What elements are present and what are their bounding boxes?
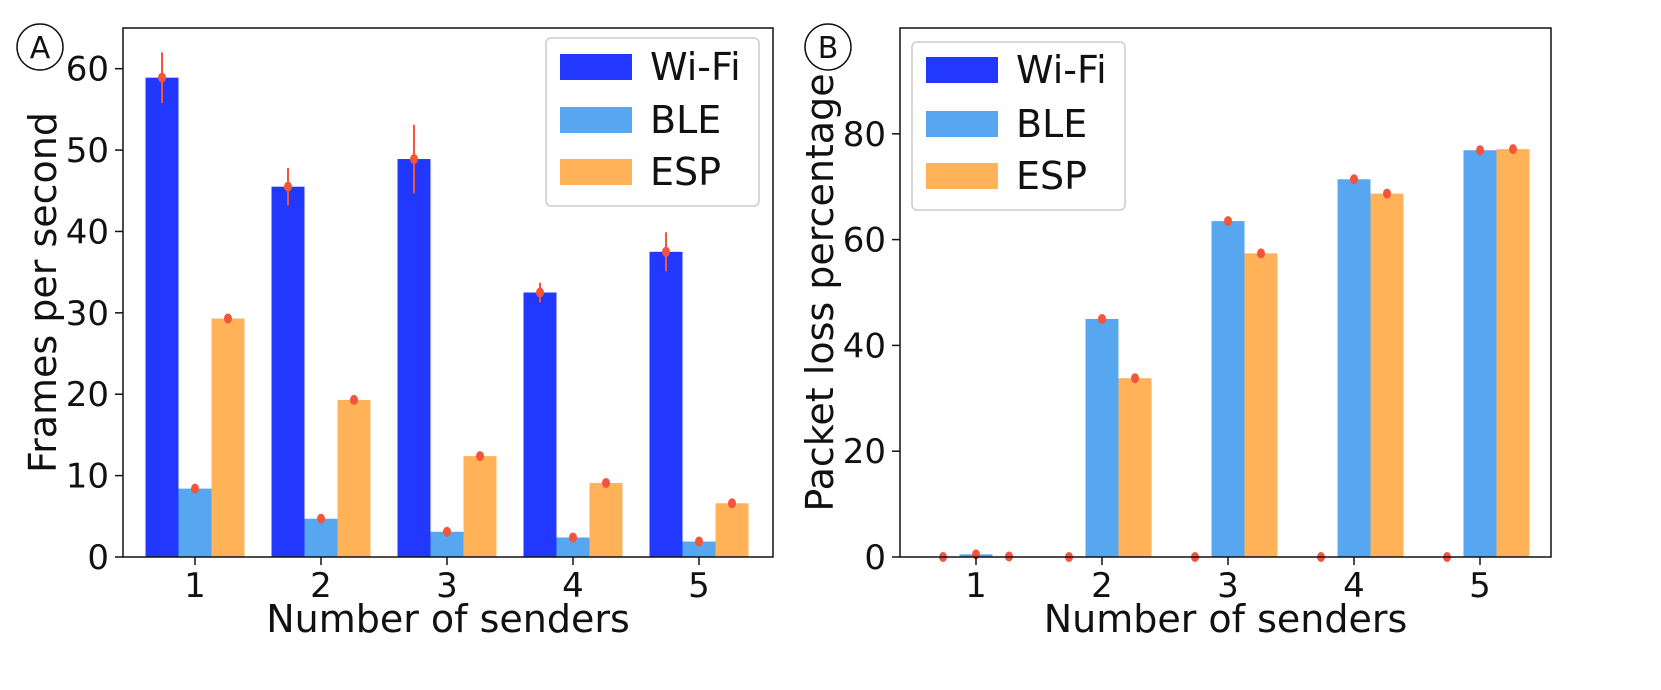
mean-marker: [1350, 174, 1358, 185]
x-axis-title: Number of senders: [1044, 597, 1408, 641]
plot-frame: [899, 27, 1552, 558]
legend-label: Wi-Fi: [1016, 48, 1107, 92]
y-tick-label: 60: [66, 50, 109, 90]
bar-ble-4: [556, 537, 590, 557]
mean-marker: [536, 287, 544, 298]
legend-label: BLE: [650, 98, 721, 142]
legend-label: BLE: [1016, 102, 1087, 146]
mean-marker: [191, 483, 199, 494]
legend-swatch: [926, 57, 998, 83]
plot-frame: [122, 27, 774, 558]
bar-wi-fi-3: [397, 159, 431, 557]
y-axis-title: Frames per second: [21, 112, 65, 473]
legend-swatch: [926, 111, 998, 137]
y-tick-label: 10: [66, 457, 109, 497]
y-tick-label: 40: [66, 212, 109, 252]
bar-esp-1: [211, 318, 245, 557]
y-tick-label: 40: [843, 326, 886, 366]
y-tick-label: 30: [66, 294, 109, 334]
bar-wi-fi-5: [649, 251, 683, 558]
legend: Wi-Fi BLE ESP: [911, 41, 1126, 211]
panel-letter: A: [30, 31, 51, 66]
legend-label: ESP: [650, 150, 721, 194]
bar-wi-fi-2: [271, 186, 305, 557]
mean-marker: [1509, 144, 1517, 155]
bar-esp-2: [1118, 378, 1152, 557]
mean-marker: [1131, 373, 1139, 384]
y-tick-label: 0: [864, 538, 886, 578]
legend-swatch: [560, 54, 632, 80]
legend-swatch: [560, 159, 632, 185]
panel-letter: B: [818, 31, 839, 66]
y-tick-label: 50: [66, 131, 109, 171]
x-tick-label: 5: [1469, 566, 1491, 606]
mean-marker: [1224, 216, 1232, 227]
legend-swatch: [560, 107, 632, 133]
mean-marker: [695, 536, 703, 547]
x-tick-label: 2: [310, 566, 332, 606]
mean-marker: [224, 313, 232, 324]
bar-esp-4: [589, 482, 623, 557]
x-axis-title: Number of senders: [266, 597, 630, 641]
x-tick-label: 4: [1343, 566, 1365, 606]
panel-letter-circle: [804, 23, 852, 71]
mean-marker: [569, 532, 577, 543]
x-tick-label: 3: [436, 566, 458, 606]
mean-marker: [1476, 145, 1484, 156]
y-tick-label: 20: [66, 375, 109, 415]
y-axis-title: Packet loss percentage: [798, 73, 842, 511]
bar-esp-3: [1244, 253, 1278, 557]
panel-b: 0 20 40 60 80 1 2 3 4 5 Number of senders Packet lo…: [798, 23, 1552, 641]
legend-label: ESP: [1016, 154, 1087, 198]
bar-esp-5: [1496, 149, 1530, 558]
mean-marker: [284, 181, 292, 192]
x-tick-label: 1: [184, 566, 206, 606]
bar-wi-fi-4: [523, 292, 557, 557]
panel-letter-circle: [16, 23, 64, 71]
mean-marker: [1383, 188, 1391, 199]
bar-esp-2: [337, 399, 371, 557]
mean-marker: [410, 154, 418, 165]
x-tick-label: 3: [1217, 566, 1239, 606]
bar-ble-2: [1085, 318, 1119, 557]
y-tick-label: 0: [87, 538, 109, 578]
bar-ble-2: [304, 518, 338, 557]
x-tick-label: 4: [562, 566, 584, 606]
x-tick-label: 1: [965, 566, 987, 606]
mean-marker: [728, 498, 736, 509]
y-tick-label: 60: [843, 221, 886, 261]
bar-esp-3: [463, 456, 497, 557]
mean-marker: [158, 72, 166, 83]
mean-marker: [317, 513, 325, 524]
mean-marker: [476, 451, 484, 462]
y-tick-label: 80: [843, 115, 886, 155]
mean-marker: [443, 526, 451, 537]
y-tick-label: 20: [843, 432, 886, 472]
bar-ble-5: [682, 541, 716, 557]
mean-marker: [350, 394, 358, 405]
legend-swatch: [926, 163, 998, 189]
bar-wi-fi-1: [145, 77, 179, 557]
panel-a: 0 10 20 30 40 50 60 1 2 3 4 5 Number of senders Frame…: [16, 23, 774, 641]
mean-marker: [1098, 313, 1106, 324]
bar-esp-4: [1370, 193, 1404, 557]
legend-label: Wi-Fi: [650, 45, 741, 89]
bar-ble-4: [1337, 179, 1371, 557]
legend: Wi-Fi BLE ESP: [545, 37, 760, 207]
x-tick-label: 2: [1091, 566, 1113, 606]
mean-marker: [1257, 248, 1265, 259]
mean-marker: [662, 246, 670, 257]
bar-ble-5: [1463, 150, 1497, 557]
bar-esp-5: [715, 503, 749, 557]
bar-ble-1: [178, 488, 212, 557]
mean-marker: [602, 477, 610, 488]
x-tick-label: 5: [688, 566, 710, 606]
bar-ble-3: [1211, 221, 1245, 557]
